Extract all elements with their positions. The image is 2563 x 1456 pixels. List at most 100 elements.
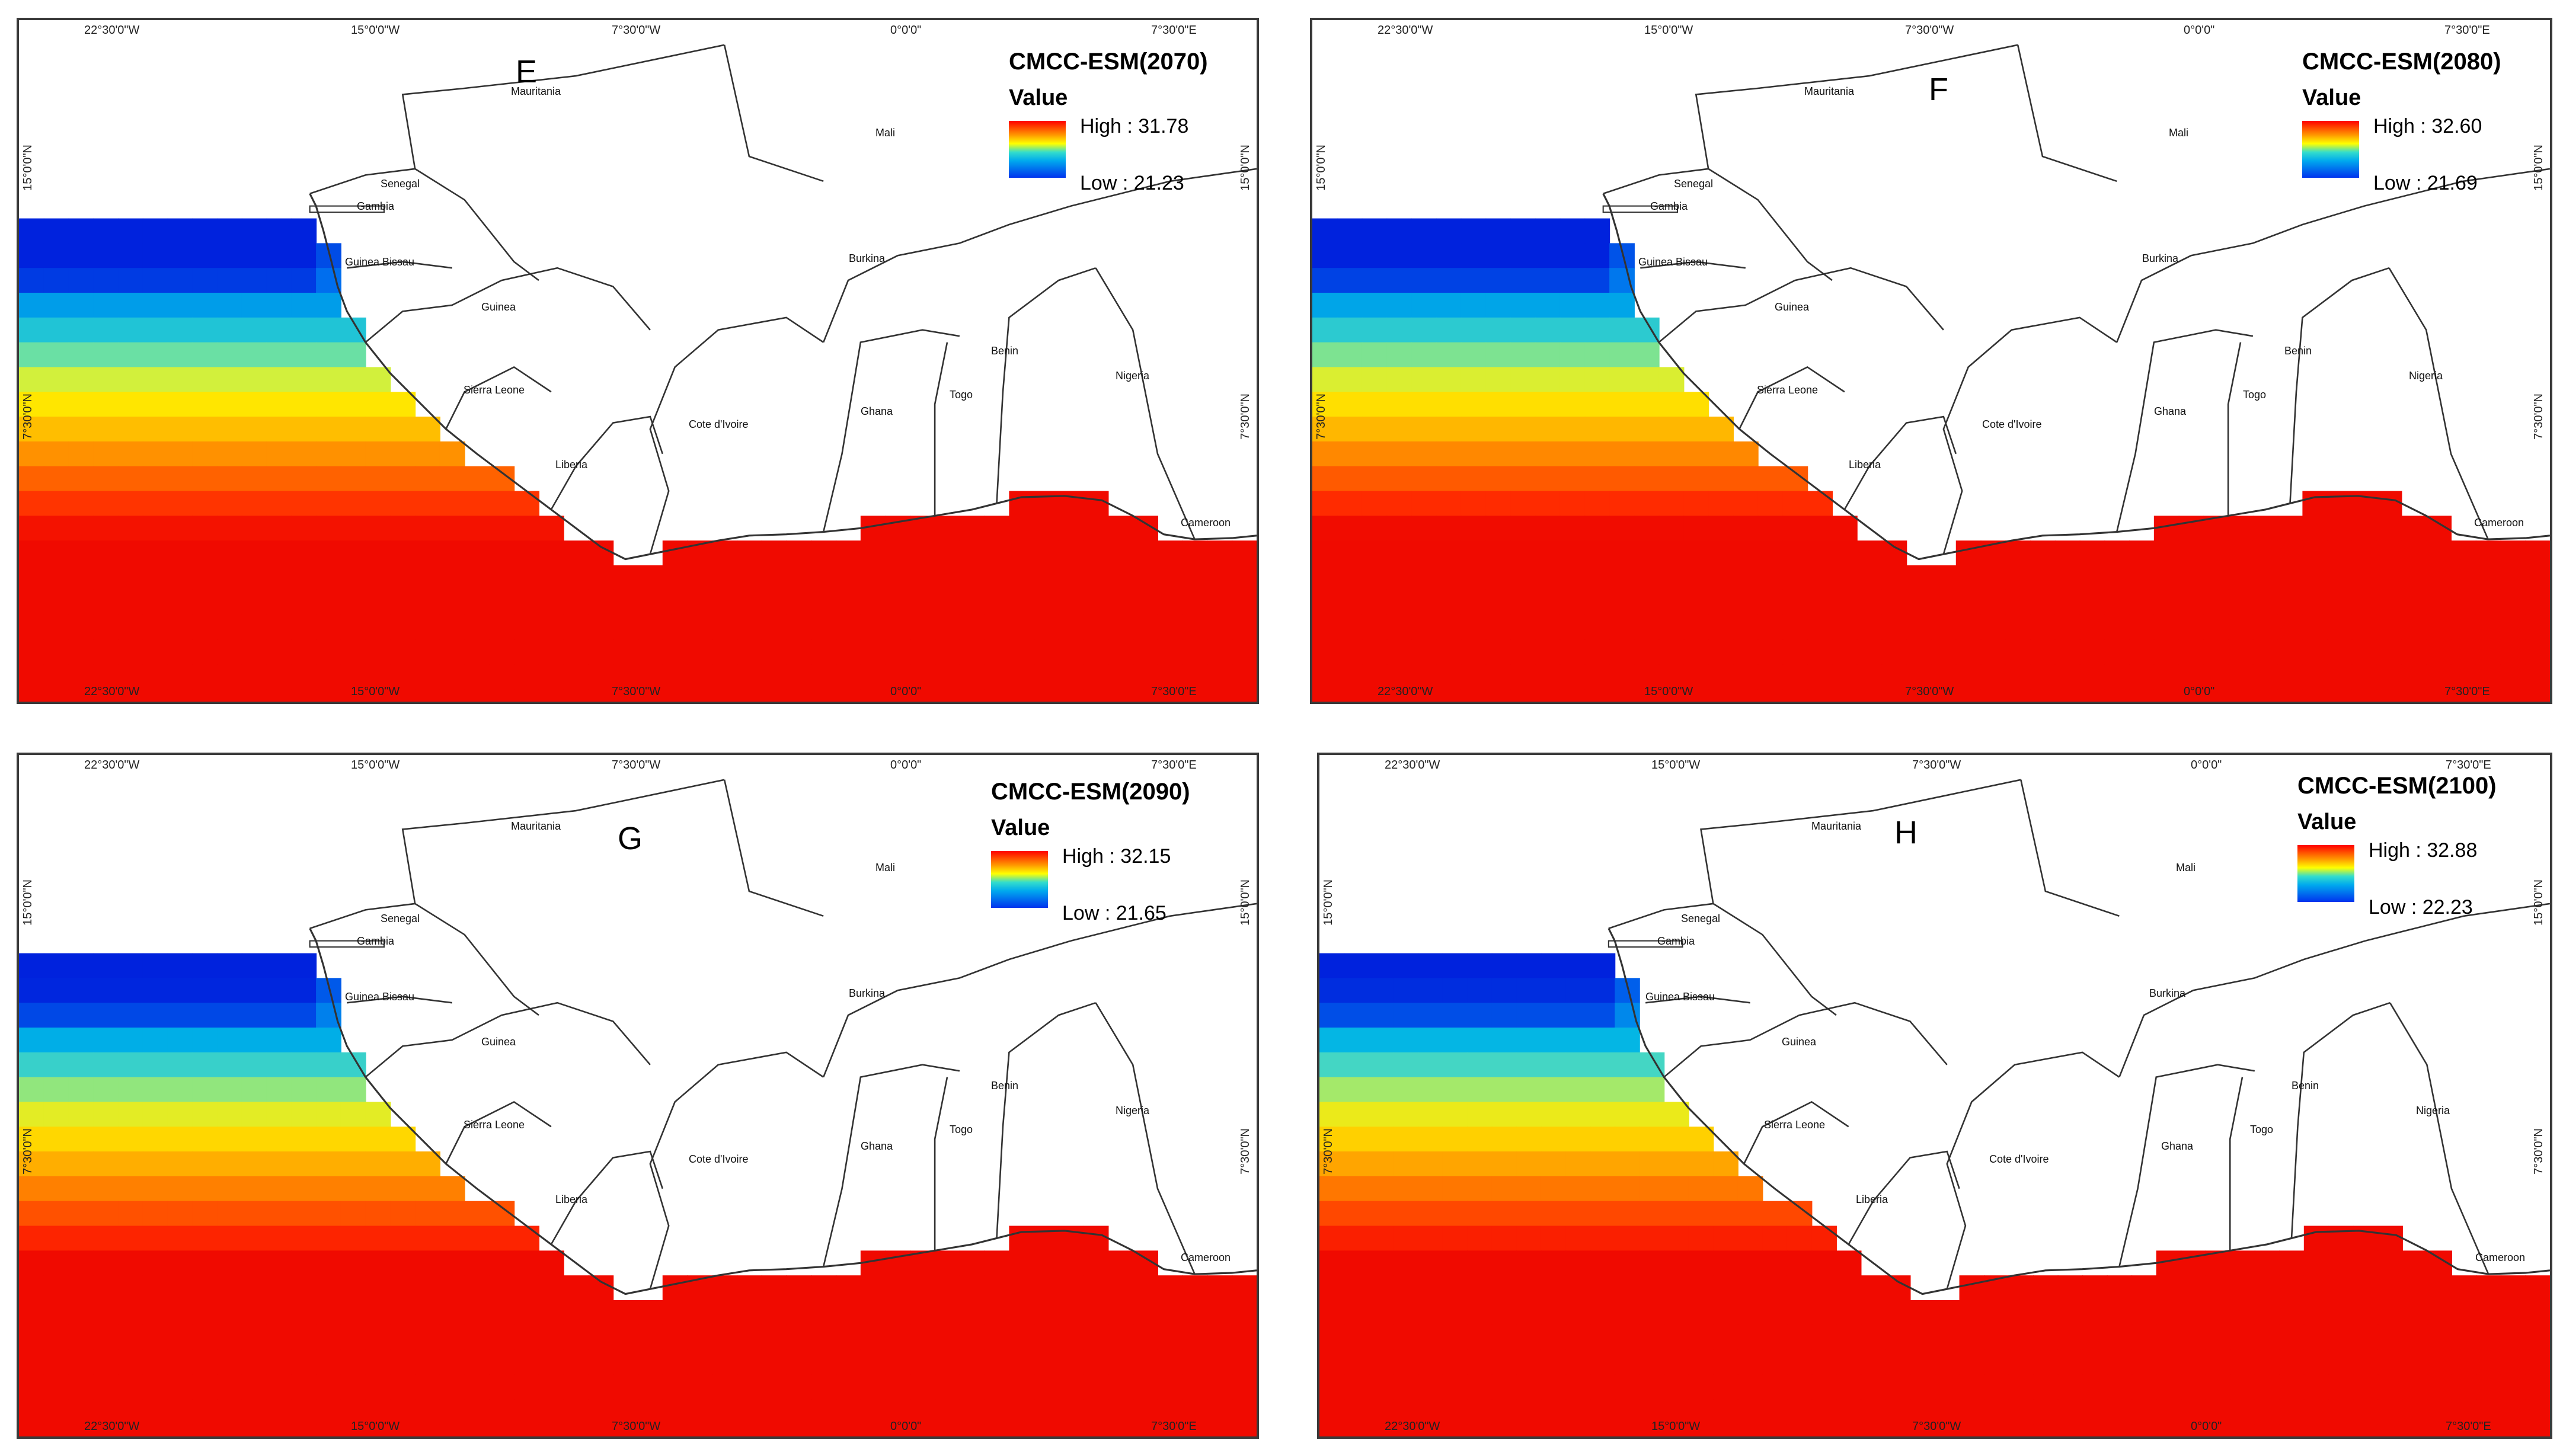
sst-cell [464,565,490,591]
sst-cell [415,491,440,517]
sst-cell [1535,268,1561,294]
sst-cell [1881,565,1907,591]
sst-cell [266,639,292,665]
sst-cell [1386,441,1412,467]
sst-cell [142,1028,168,1053]
sst-cell [662,689,688,702]
sst-cell [241,516,267,542]
sst-cell [291,639,317,665]
sst-cell [43,466,69,492]
sst-cell [291,590,317,616]
sst-cell [19,1225,44,1252]
sst-cell [340,1275,366,1301]
country-border [2227,342,2242,516]
sst-cell [662,1424,688,1436]
sst-cell [1058,540,1084,567]
sst-cell [1362,441,1388,467]
sst-cell [1442,1250,1468,1276]
sst-cell [167,1250,193,1276]
sst-cell [959,1399,985,1425]
sst-cell [860,1324,886,1351]
sst-cell [2054,615,2081,641]
sst-cell [2426,639,2452,665]
sst-cell [1565,978,1591,1004]
sst-cell [1590,1003,1616,1029]
sst-cell [316,367,341,393]
sst-cell [439,1424,465,1436]
sst-cell [1885,1424,1911,1436]
sst-cell [1664,1374,1689,1400]
sst-cell [1362,689,1388,702]
sst-cell [2303,1374,2329,1400]
sst-cell [2303,1324,2329,1351]
sst-cell [1615,1028,1640,1053]
sst-cell [1491,953,1517,979]
sst-cell [1369,1003,1394,1029]
sst-cell [1615,1176,1640,1202]
sst-cell [563,639,589,665]
sst-cell [2277,516,2303,542]
sst-cell [1467,1349,1493,1375]
sst-cell [1584,491,1610,517]
sst-cell [142,1225,168,1252]
sst-cell [538,1324,564,1351]
sst-cell [340,1250,366,1276]
sst-cell [1713,1151,1739,1177]
sst-cell [1664,1300,1689,1326]
sst-cell [93,1300,119,1326]
sst-cell [1787,1250,1813,1276]
sst-cell [192,491,218,517]
sst-cell [2252,540,2278,567]
sst-cell [1757,491,1784,517]
sst-cell [1418,1324,1443,1351]
sst-cell [1565,1102,1591,1128]
sst-cell [2328,1424,2354,1436]
sst-cell [662,1275,688,1301]
sst-cell [43,1201,69,1227]
sst-cell [167,1275,193,1301]
sst-cell [2426,540,2452,567]
sst-cell [1535,367,1561,393]
sst-cell [761,615,787,641]
sst-cell [1559,293,1586,318]
sst-cell [1634,441,1660,467]
sst-cell [1634,689,1660,702]
sst-cell [1590,1052,1616,1078]
sst-cell [241,342,267,368]
sst-cell [2228,615,2254,641]
sst-cell [1411,689,1437,702]
sst-cell [340,540,366,567]
sst-cell [1836,1399,1862,1425]
sst-cell [1683,516,1709,542]
sst-cell [291,953,317,979]
sst-cell [2205,1275,2231,1301]
sst-cell [1436,689,1462,702]
sst-cell [1319,1374,1345,1400]
sst-cell [415,1151,440,1177]
sst-cell [1609,664,1635,690]
sst-cell [959,1349,985,1375]
sst-cell [266,1399,292,1425]
sst-cell [1782,540,1808,567]
sst-cell [1836,1324,1862,1351]
sst-cell [19,466,44,492]
sst-cell [588,639,614,665]
sst-cell [1565,1250,1591,1276]
sst-cell [2401,590,2427,616]
sst-cell [291,516,317,542]
sst-cell [1664,1176,1689,1202]
sst-cell [1984,1300,2009,1326]
sst-cell [1083,491,1109,517]
sst-cell [1683,615,1709,641]
sst-cell [19,953,44,979]
sst-cell [217,1275,242,1301]
sst-cell [2525,1374,2550,1400]
label-liberia: Liberia [555,459,588,471]
sst-cell [2104,615,2130,641]
sst-cell [266,565,292,591]
sst-cell [1436,342,1462,368]
sst-cell [2279,1399,2305,1425]
sst-cell [43,664,69,690]
sst-cell [2104,689,2130,702]
sst-cell [662,590,688,616]
